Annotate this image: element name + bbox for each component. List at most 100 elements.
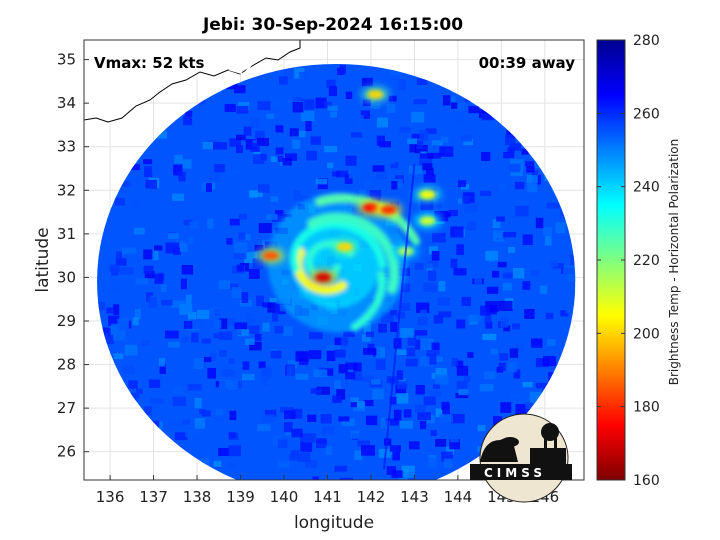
texture-cell (428, 152, 441, 159)
texture-cell (309, 332, 323, 340)
y-tick-label: 28 (57, 356, 76, 374)
texture-cell (189, 221, 198, 229)
texture-cell (416, 302, 430, 314)
texture-cell (143, 249, 155, 260)
texture-cell (295, 351, 309, 362)
y-tick-label: 35 (57, 51, 76, 69)
texture-cell (235, 134, 246, 141)
texture-cell (435, 374, 449, 385)
texture-cell (187, 311, 197, 320)
texture-cell (279, 304, 289, 312)
texture-cell (306, 150, 317, 161)
x-tick-label: 144 (444, 488, 473, 506)
texture-cell (250, 190, 263, 197)
texture-cell (372, 165, 385, 172)
texture-cell (560, 310, 569, 317)
texture-cell (300, 195, 312, 203)
texture-cell (438, 280, 446, 292)
texture-cell (182, 419, 191, 425)
chart-title: Jebi: 30-Sep-2024 16:15:00 (202, 15, 463, 35)
texture-cell (467, 315, 481, 322)
texture-cell (313, 369, 328, 378)
texture-cell (223, 317, 236, 326)
x-tick-label: 140 (270, 488, 299, 506)
texture-cell (432, 490, 439, 501)
texture-cell (408, 165, 423, 175)
texture-cell (379, 141, 392, 148)
texture-cell (224, 104, 236, 112)
texture-cell (455, 392, 469, 399)
texture-cell (414, 330, 428, 336)
texture-cell (329, 111, 338, 118)
texture-cell (124, 344, 138, 356)
texture-cell (560, 486, 572, 493)
texture-cell (266, 214, 278, 220)
texture-cell (458, 198, 465, 204)
texture-cell (419, 130, 429, 141)
texture-cell (407, 138, 418, 145)
texture-cell (248, 268, 260, 279)
texture-cell (167, 233, 179, 239)
texture-cell (395, 393, 409, 404)
texture-cell (143, 265, 154, 274)
texture-cell (174, 154, 183, 164)
texture-cell (272, 435, 283, 446)
texture-cell (115, 251, 122, 259)
texture-cell (270, 350, 282, 359)
texture-cell (341, 418, 355, 427)
y-tick-label: 29 (57, 312, 76, 330)
texture-cell (515, 205, 529, 217)
texture-cell (426, 353, 437, 365)
texture-cell (239, 299, 252, 307)
texture-cell (435, 438, 447, 447)
texture-cell (389, 445, 401, 452)
y-axis-ticks: 26 27 28 29 30 31 32 33 34 35 (57, 51, 89, 461)
texture-cell (135, 388, 143, 394)
texture-cell (457, 180, 467, 188)
texture-cell (154, 273, 164, 284)
texture-cell (409, 144, 417, 153)
texture-cell (445, 446, 455, 455)
texture-cell (559, 490, 570, 498)
texture-cell (355, 348, 363, 359)
texture-cell (299, 71, 306, 79)
texture-cell (363, 179, 373, 189)
texture-cell (363, 99, 372, 107)
texture-cell (535, 358, 550, 368)
texture-cell (181, 336, 189, 343)
texture-cell (497, 261, 507, 268)
texture-cell (350, 402, 357, 408)
texture-cell (522, 234, 533, 245)
texture-cell (369, 190, 382, 198)
texture-cell (134, 227, 145, 235)
texture-cell (376, 117, 389, 128)
plot-frame (83, 39, 585, 481)
texture-cell (103, 334, 115, 345)
texture-cell (191, 332, 199, 343)
texture-cell (203, 356, 212, 363)
colorbar-label: Brightness Temp - Horizontal Polarizatio… (667, 139, 681, 386)
texture-cell (480, 305, 490, 316)
texture-cell (144, 406, 152, 416)
texture-cell (262, 302, 272, 308)
x-tick-label: 136 (96, 488, 125, 506)
texture-cell (275, 155, 284, 162)
texture-cell (439, 146, 454, 157)
texture-cell (485, 250, 498, 261)
water-tower-icon (541, 423, 559, 441)
texture-cell (283, 422, 293, 433)
texture-cell (433, 383, 440, 389)
texture-cell (443, 458, 453, 468)
texture-cell (213, 460, 222, 467)
texture-cell (109, 264, 120, 272)
texture-cell (237, 329, 250, 337)
texture-cell (485, 321, 493, 329)
texture-cell (235, 145, 244, 154)
texture-cell (194, 418, 206, 429)
texture-cell (325, 445, 332, 456)
feature-core (336, 242, 353, 252)
texture-cell (202, 141, 213, 150)
texture-cell (492, 219, 501, 229)
vmax-annotation: Vmax: 52 kts (94, 54, 204, 72)
texture-cell (187, 384, 202, 391)
